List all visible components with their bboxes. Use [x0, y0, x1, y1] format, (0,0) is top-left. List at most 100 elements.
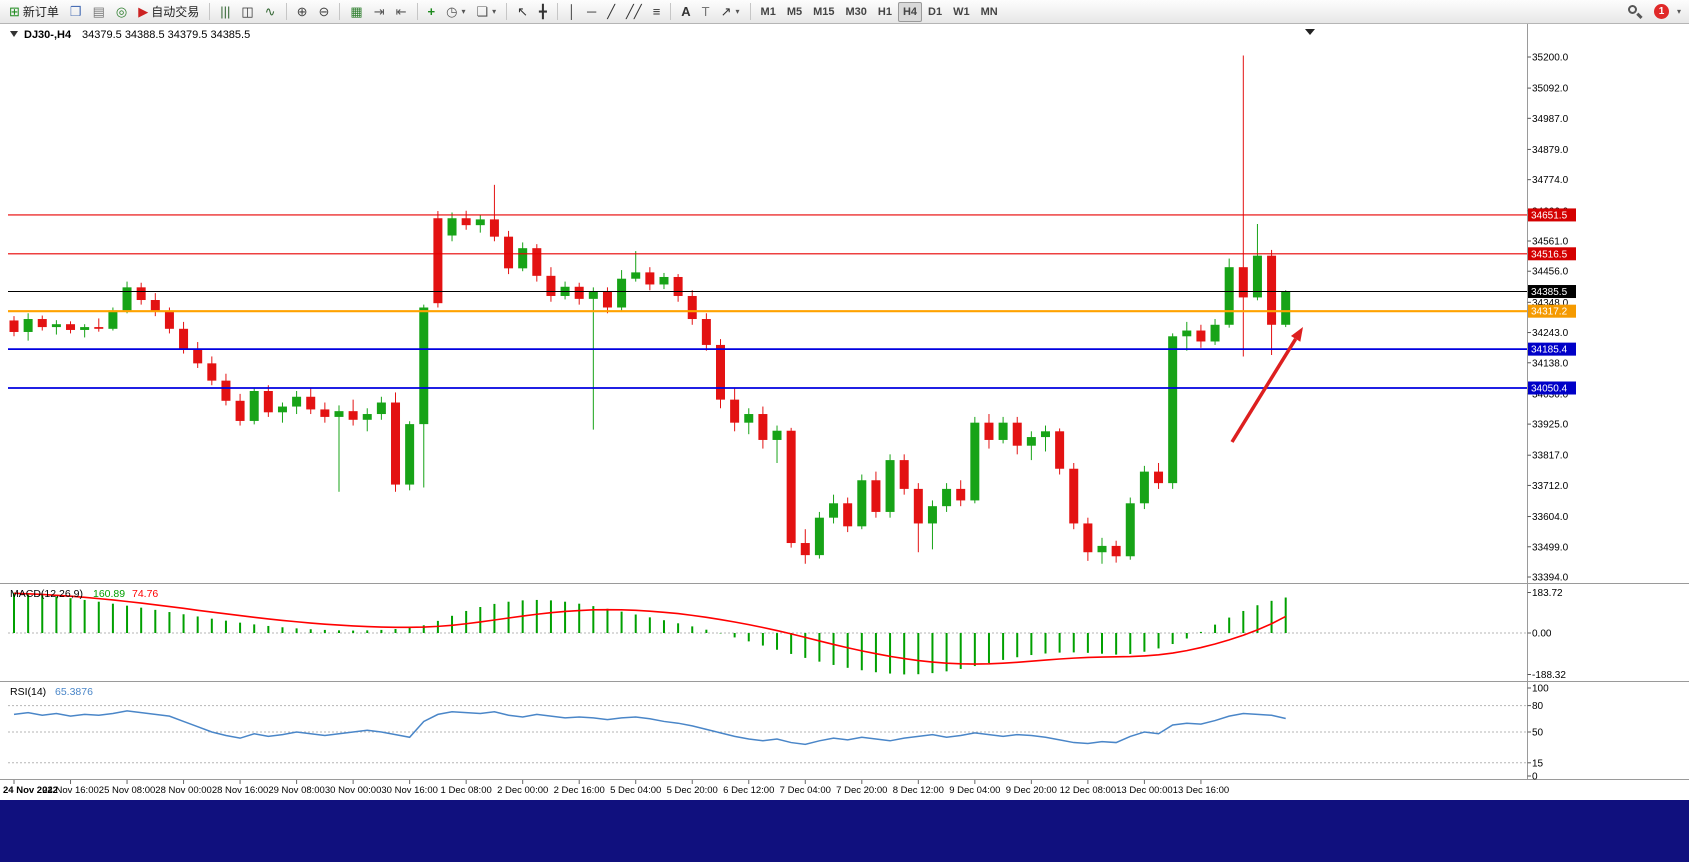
toolbar-overflow-caret-icon[interactable]: ▾: [1676, 6, 1681, 16]
support-line-upper[interactable]: 34185.4: [8, 342, 1576, 356]
text-button[interactable]: A: [676, 2, 695, 22]
candle: [306, 396, 316, 410]
candle: [1111, 545, 1121, 557]
svg-text:30 Nov 16:00: 30 Nov 16:00: [381, 785, 438, 796]
candle: [207, 363, 217, 381]
arrow-head-icon: [1290, 327, 1303, 342]
trendline-button[interactable]: ╱: [602, 2, 620, 22]
svg-text:28 Nov 16:00: 28 Nov 16:00: [212, 785, 269, 796]
svg-text:24 Nov 16:00: 24 Nov 16:00: [42, 785, 99, 796]
svg-text:DJ30-,H4: DJ30-,H4: [24, 29, 72, 41]
candle: [744, 414, 754, 423]
cursor-button[interactable]: ↖: [512, 2, 533, 22]
svg-text:5 Dec 04:00: 5 Dec 04:00: [610, 785, 661, 796]
svg-text:5 Dec 20:00: 5 Dec 20:00: [667, 785, 718, 796]
candle: [1196, 330, 1206, 342]
template-icon: ❏: [476, 4, 489, 19]
timeframe-m30-button[interactable]: M30: [841, 2, 872, 22]
templates-button[interactable]: ❏ ▾: [471, 2, 501, 22]
timeframe-m5-button[interactable]: M5: [782, 2, 807, 22]
resistance-line-lower[interactable]: 34516.5: [8, 247, 1576, 261]
auto-scroll-button[interactable]: ⇥: [369, 2, 390, 22]
svg-text:24 Nov 2022: 24 Nov 2022: [3, 785, 58, 796]
candle: [871, 480, 881, 512]
chart-marker-icon: [10, 31, 18, 37]
candle: [602, 291, 612, 308]
horizontal-line-button[interactable]: ─: [582, 2, 601, 22]
navigator-button[interactable]: ◎: [111, 2, 132, 22]
chart-area[interactable]: 35200.035092.034987.034879.034774.034666…: [0, 24, 1689, 800]
zoom-in-button[interactable]: ⊕: [292, 2, 313, 22]
candle: [857, 480, 867, 527]
dropdown-caret-icon[interactable]: ▾: [492, 6, 497, 16]
timeframe-h4-button-label: H4: [902, 5, 918, 18]
timeframe-h4-button[interactable]: H4: [897, 1, 923, 22]
candle: [800, 543, 810, 556]
candle: [94, 327, 104, 329]
search-button[interactable]: [1622, 2, 1647, 22]
svg-text:34385.5: 34385.5: [1531, 287, 1568, 298]
current-price-line[interactable]: 34385.5: [8, 285, 1576, 299]
rsi-panel: RSI(14) 65.3876 100 80 50 15 0: [8, 684, 1549, 783]
timeframe-w1-button[interactable]: W1: [948, 2, 975, 22]
autotrading-button[interactable]: ▶ 自动交易: [133, 2, 204, 22]
candle: [716, 344, 725, 400]
candle: [786, 430, 796, 544]
timeframe-m15-button[interactable]: M15: [808, 2, 839, 22]
svg-text:183.72: 183.72: [1532, 588, 1563, 599]
channel-button[interactable]: ╱╱: [621, 2, 647, 22]
timeframe-d1-button[interactable]: D1: [923, 2, 947, 22]
crosshair-button[interactable]: ╋: [534, 2, 552, 22]
vertical-line-button[interactable]: │: [563, 2, 581, 22]
candle: [51, 324, 61, 328]
resistance-line-upper[interactable]: 34651.5: [8, 208, 1576, 222]
indicators-button[interactable]: +: [423, 2, 441, 22]
svg-text:34516.5: 34516.5: [1531, 249, 1568, 260]
new-order-button[interactable]: ⊞ 新订单: [4, 2, 64, 22]
dropdown-caret-icon[interactable]: ▾: [735, 6, 740, 16]
svg-text:MACD(12,26,9): MACD(12,26,9): [10, 588, 83, 600]
text-label-button[interactable]: T: [697, 2, 715, 22]
candle: [23, 319, 33, 332]
rsi-line: [13, 710, 1286, 746]
candle: [334, 411, 344, 417]
main-toolbar: ⊞ 新订单 ❒ ▤ ◎ ▶ 自动交易 ||| ◫ ∿ ⊕ ⊖ ▦ ⇥ ⇤ + ◷ ▾ ❏ ▾ ↖ ╋ │ ─ ╱ ╱╱ ≡ A T ↗ ▾ M…: [0, 0, 1689, 24]
chart-shift-button[interactable]: ⇤: [391, 2, 412, 22]
notification-badge[interactable]: 1: [1653, 4, 1669, 19]
shapes-button[interactable]: ↗ ▾: [716, 2, 745, 22]
candle: [1097, 545, 1107, 553]
svg-text:34050.4: 34050.4: [1531, 384, 1568, 395]
data-window-button[interactable]: ▤: [88, 2, 110, 22]
candle: [108, 310, 118, 329]
candle: [150, 300, 160, 312]
candle: [1182, 330, 1192, 337]
candle: [433, 218, 443, 304]
timeframe-mn-button[interactable]: MN: [976, 2, 1003, 22]
svg-text:1 Dec 08:00: 1 Dec 08:00: [441, 785, 492, 796]
bar-chart-button[interactable]: |||: [215, 2, 235, 22]
tile-windows-button[interactable]: ▦: [345, 2, 367, 22]
timeframe-h1-button[interactable]: H1: [873, 2, 897, 22]
new-order-button-label: 新订单: [22, 5, 59, 19]
candle: [942, 488, 952, 507]
svg-text:33499.0: 33499.0: [1532, 542, 1569, 553]
fibonacci-button[interactable]: ≡: [648, 2, 666, 22]
candle: [1252, 255, 1262, 298]
line-chart-button[interactable]: ∿: [260, 2, 281, 22]
svg-text:34379.5 34388.5 34379.5 34385.: 34379.5 34388.5 34379.5 34385.5: [82, 29, 250, 41]
charts-window-button[interactable]: ❒: [65, 2, 87, 22]
chart-shift-marker-icon[interactable]: [1305, 29, 1315, 35]
toolbar-separator: [285, 3, 287, 20]
pivot-line-orange[interactable]: 34317.2: [8, 304, 1576, 318]
candle: [701, 319, 711, 345]
dropdown-caret-icon[interactable]: ▾: [461, 6, 466, 16]
candlestick-chart-button[interactable]: ◫: [236, 2, 258, 22]
support-line-lower[interactable]: 34050.4: [8, 381, 1576, 395]
periods-button[interactable]: ◷ ▾: [441, 2, 470, 22]
candle: [772, 430, 782, 440]
zoom-out-button[interactable]: ⊖: [313, 2, 334, 22]
svg-text:13 Dec 16:00: 13 Dec 16:00: [1173, 785, 1230, 796]
add-indicator-icon: +: [427, 4, 436, 19]
trend-arrow[interactable]: [1230, 327, 1303, 443]
timeframe-m1-button[interactable]: M1: [756, 2, 781, 22]
